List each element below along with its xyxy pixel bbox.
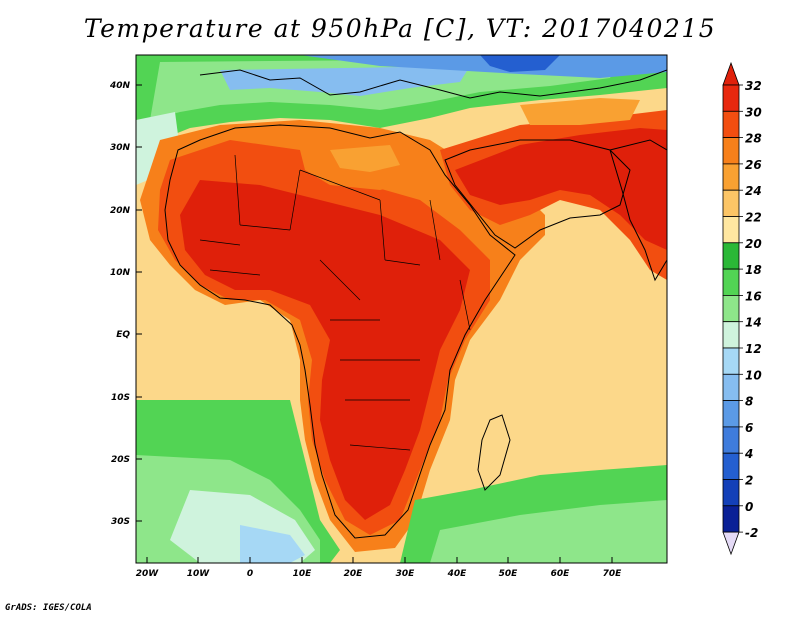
colorbar-label: 16: [745, 289, 762, 303]
colorbar-label: 12: [745, 342, 762, 356]
colorbar-label: 28: [745, 132, 762, 146]
coastlines: [164, 69, 667, 539]
colorbar-label: 20: [745, 237, 762, 251]
colorbar-label: 6: [745, 421, 753, 435]
iran-warm: [520, 98, 640, 125]
arabia-peak: [455, 128, 667, 250]
colorbar-swatch: [722, 294, 740, 323]
colorbar-swatch: [722, 426, 740, 454]
colorbar-swatch: [722, 268, 740, 296]
lon-tick-label: 20E: [344, 569, 364, 579]
colorbar-swatch: [722, 216, 740, 244]
lat-tick-label: 10S: [111, 393, 130, 403]
longitude-axis: 20W 10W 0 10E 20E 30E 40E 50E 60E 70E: [136, 557, 622, 579]
south-indian-lightgreen: [430, 500, 667, 563]
lon-tick-label: 40E: [447, 569, 468, 579]
latitude-axis: 40N 30N 20N 10N EQ 10S 20S 30S: [109, 81, 142, 527]
europe-blue-top: [300, 55, 667, 78]
india-coastline: [609, 139, 667, 282]
mediterranean-coastline: [199, 69, 667, 99]
lat-tick-label: 30S: [111, 517, 130, 527]
lon-tick-label: 10E: [293, 569, 313, 579]
country-borders: [199, 154, 471, 451]
lon-tick-label: 30E: [396, 569, 416, 579]
lon-tick-label: 50E: [499, 569, 519, 579]
colorbar-label: 8: [745, 395, 753, 409]
africa-coastline: [164, 124, 516, 539]
colorbar-swatch: [722, 163, 740, 191]
colorbar-top-arrow: [722, 61, 740, 86]
lat-tick-label: 20N: [110, 206, 131, 216]
lat-tick-label: 30N: [110, 143, 131, 153]
colorbar-swatch: [722, 137, 740, 165]
black-sea-deep: [480, 55, 560, 72]
lat-tick-label: 20S: [111, 455, 130, 465]
colorbar-swatch: [722, 321, 740, 349]
temperature-field: [136, 55, 667, 563]
lon-tick-label: 60E: [551, 569, 571, 579]
colorbar-label: 18: [745, 263, 762, 277]
chart-title: Temperature at 950hPa [C], VT: 201704021…: [83, 14, 717, 43]
colorbar-swatch: [722, 505, 740, 533]
colorbar-swatch: [722, 242, 740, 270]
colorbar-label: 14: [745, 316, 762, 330]
map-frame: [135, 54, 668, 564]
libya-warm: [330, 145, 400, 172]
colorbar-swatch: [722, 373, 740, 401]
africa-peak: [180, 180, 470, 520]
south-atlantic-blue: [240, 525, 305, 563]
colorbar-label: 22: [745, 211, 762, 225]
lon-tick-label: 70E: [603, 569, 623, 579]
colorbar-label: 10: [745, 368, 762, 382]
lon-tick-label: 10W: [187, 569, 211, 579]
colorbar-label: 4: [744, 447, 753, 461]
colorbar-label: 0: [745, 500, 753, 514]
mediterranean-blue: [220, 66, 470, 96]
lon-tick-label: 20W: [136, 569, 160, 579]
lat-tick-label: 40N: [109, 81, 131, 91]
colorbar-label: 24: [745, 184, 762, 198]
colorbar-swatch: [722, 452, 740, 480]
lon-tick-label: 0: [247, 569, 253, 579]
colorbar-swatch: [722, 479, 740, 507]
colorbar-label: 2: [745, 474, 753, 488]
madagascar-coastline: [477, 414, 511, 491]
colorbar-swatch: [722, 84, 740, 112]
lat-tick-label: EQ: [116, 330, 130, 340]
colorbar-swatch: [722, 347, 740, 375]
colorbar-label: -2: [745, 526, 758, 540]
colorbar-bottom-arrow: [722, 531, 740, 556]
colorbar-swatch: [722, 400, 740, 428]
colorbar-swatch: [722, 110, 740, 139]
lat-tick-label: 10N: [110, 268, 131, 278]
colorbar-label: 30: [745, 105, 762, 119]
colorbar-swatch: [722, 189, 740, 217]
colorbar-label: 26: [745, 158, 762, 172]
grads-credit: GrADS: IGES/COLA: [5, 603, 92, 613]
arabia-coastline: [444, 139, 631, 249]
colorbar-label: 32: [745, 79, 762, 93]
